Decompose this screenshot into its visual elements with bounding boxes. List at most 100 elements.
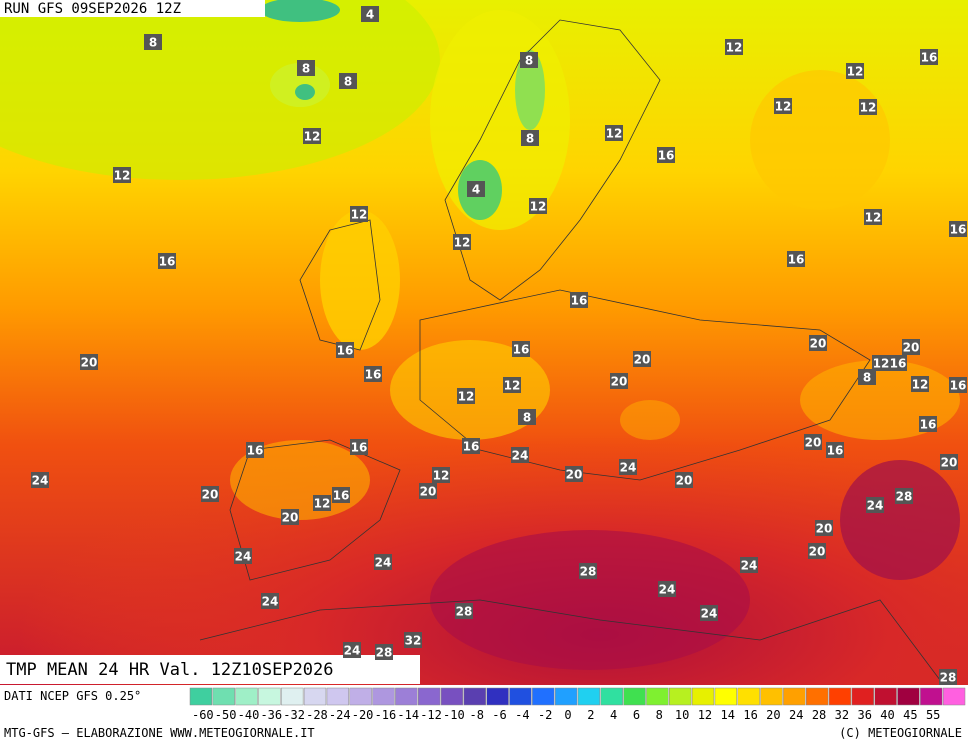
contour-label: 24 xyxy=(344,644,361,658)
contour-label: 8 xyxy=(525,54,533,68)
contour-label: 16 xyxy=(890,357,907,371)
label-box xyxy=(809,335,827,351)
contour-label: 20 xyxy=(903,341,920,355)
color-swatch xyxy=(303,687,327,706)
label-box xyxy=(467,181,485,197)
contour-label: 28 xyxy=(456,605,473,619)
label-box xyxy=(675,472,693,488)
color-swatch xyxy=(554,687,578,706)
contour-label: 16 xyxy=(788,253,805,267)
color-swatch xyxy=(805,687,829,706)
color-swatch xyxy=(372,687,395,706)
label-box xyxy=(520,52,538,68)
contour-label: 16 xyxy=(159,255,176,269)
label-box xyxy=(940,454,958,470)
label-box xyxy=(866,497,884,513)
contour-label: 12 xyxy=(433,469,450,483)
label-box xyxy=(80,354,98,370)
color-swatch xyxy=(828,687,852,706)
color-swatch xyxy=(669,687,692,706)
label-box xyxy=(872,355,890,371)
label-box xyxy=(859,99,877,115)
contour-label: 28 xyxy=(580,565,597,579)
label-box xyxy=(605,125,623,141)
label-box xyxy=(201,486,219,502)
color-swatch xyxy=(349,687,372,706)
contour-label: 8 xyxy=(523,411,531,425)
color-swatch xyxy=(577,687,601,706)
label-box xyxy=(658,581,676,597)
colorbar-tick-label: 28 xyxy=(812,708,826,722)
colorbar-tick-label: -28 xyxy=(306,708,328,722)
contour-label: 16 xyxy=(351,441,368,455)
contour-label: 12 xyxy=(726,41,743,55)
contour-label: 12 xyxy=(454,236,471,250)
label-box xyxy=(815,520,833,536)
label-box xyxy=(700,605,718,621)
contour-label: 16 xyxy=(921,51,938,65)
map: RUN GFS 09SEP2026 12Z TMP MEAN 24 HR Val… xyxy=(0,0,968,685)
color-swatch xyxy=(783,687,806,706)
label-box xyxy=(633,351,651,367)
map-title: TMP MEAN 24 HR Val. 12Z10SEP2026 xyxy=(6,660,334,680)
label-box xyxy=(895,488,913,504)
colorbar-tick-label: 12 xyxy=(698,708,712,722)
label-box xyxy=(313,495,331,511)
contour-label: 12 xyxy=(860,101,877,115)
colorbar-tick-label: 20 xyxy=(766,708,780,722)
label-box xyxy=(332,487,350,503)
contour-label: 12 xyxy=(873,357,890,371)
label-box xyxy=(457,388,475,404)
color-swatch xyxy=(737,687,760,706)
color-swatch xyxy=(189,687,213,706)
colorbar-tick-label: 16 xyxy=(743,708,757,722)
footer-right: (C) METEOGIORNALE xyxy=(839,726,962,740)
contour-label: 4 xyxy=(366,8,374,22)
contour-label: 24 xyxy=(741,559,758,573)
contour-label: 12 xyxy=(912,378,929,392)
contour-label: 24 xyxy=(512,449,529,463)
label-box xyxy=(657,147,675,163)
label-box xyxy=(949,377,967,393)
contour-label: 12 xyxy=(114,169,131,183)
contour-label: 20 xyxy=(634,353,651,367)
contour-label: 12 xyxy=(530,200,547,214)
contour-label: 12 xyxy=(351,208,368,222)
contour-label: 16 xyxy=(920,418,937,432)
label-box xyxy=(336,342,354,358)
contour-label: 24 xyxy=(375,556,392,570)
label-box xyxy=(350,206,368,222)
label-box xyxy=(846,63,864,79)
footer-left: MTG-GFS – ELABORAZIONE WWW.METEOGIORNALE… xyxy=(4,726,315,740)
contour-label: 12 xyxy=(314,497,331,511)
contour-label: 20 xyxy=(611,375,628,389)
label-box xyxy=(31,472,49,488)
contour-label: 8 xyxy=(344,75,352,89)
color-swatch xyxy=(874,687,897,706)
color-swatch xyxy=(532,687,555,706)
contour-label: 16 xyxy=(333,489,350,503)
contour-label: 20 xyxy=(202,488,219,502)
colorbar-tick-label: 45 xyxy=(903,708,917,722)
contour-label: 12 xyxy=(304,130,321,144)
contour-label: 20 xyxy=(420,485,437,499)
colorbar-tick-label: -10 xyxy=(443,708,465,722)
colorbar-tick-label: 10 xyxy=(675,708,689,722)
colorbar-tick-label: -40 xyxy=(238,708,260,722)
colorbar-tick-label: -2 xyxy=(538,708,552,722)
contour-label: 28 xyxy=(940,671,957,685)
colorbar-tick-label: 32 xyxy=(835,708,849,722)
color-swatch xyxy=(258,687,281,706)
contour-label: 16 xyxy=(513,343,530,357)
label-box xyxy=(455,603,473,619)
label-box xyxy=(949,221,967,237)
label-box xyxy=(462,438,480,454)
label-box xyxy=(512,341,530,357)
label-box xyxy=(725,39,743,55)
colorbar-tick-label: -12 xyxy=(420,708,442,722)
contour-label: 24 xyxy=(262,595,279,609)
label-box xyxy=(808,543,826,559)
contour-label: 20 xyxy=(809,545,826,559)
label-box xyxy=(339,73,357,89)
contour-label: 20 xyxy=(810,337,827,351)
